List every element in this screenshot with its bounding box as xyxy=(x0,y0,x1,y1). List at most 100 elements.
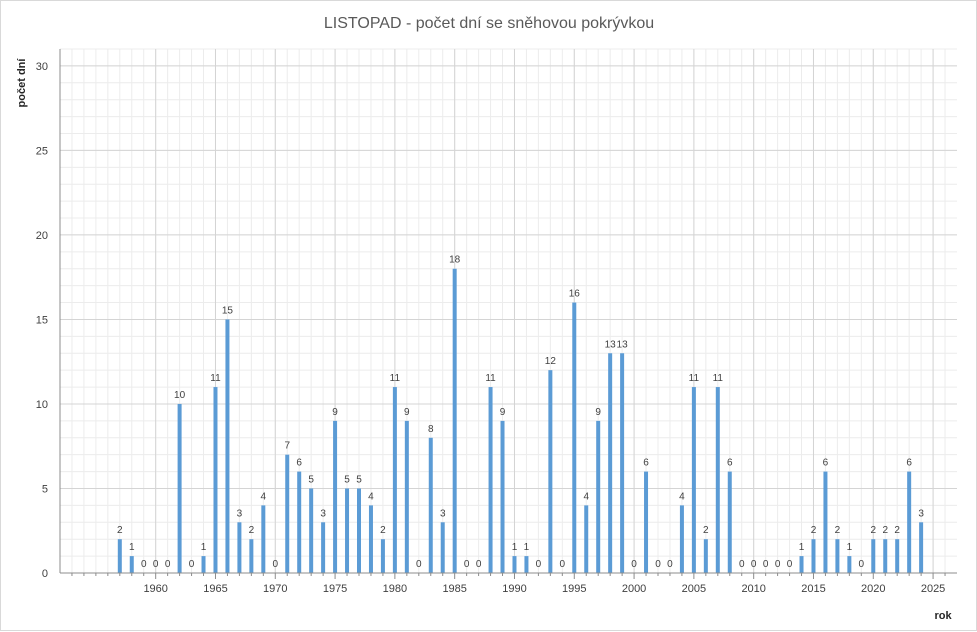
bar-1979 xyxy=(380,539,385,573)
x-tick-label-1985: 1985 xyxy=(442,583,466,595)
chart-title: LISTOPAD - počet dní se sněhovou pokrývk… xyxy=(324,15,654,32)
data-label-1970: 0 xyxy=(272,559,278,570)
data-label-1981: 9 xyxy=(404,407,410,418)
bar-1983 xyxy=(428,437,433,573)
data-label-2014: 1 xyxy=(799,542,805,553)
data-label-1958: 1 xyxy=(129,542,135,553)
data-label-1992: 0 xyxy=(536,559,542,570)
major-gridlines xyxy=(60,49,957,573)
bar-2021 xyxy=(883,539,888,573)
bar-1993 xyxy=(548,370,553,573)
bar-2018 xyxy=(847,556,852,573)
bar-2001 xyxy=(644,471,649,573)
y-tick-label-5: 5 xyxy=(42,483,48,495)
y-axis-title: počet dní xyxy=(16,58,28,108)
data-label-1983: 8 xyxy=(428,424,434,435)
data-label-2002: 0 xyxy=(655,559,661,570)
x-tick-label-1970: 1970 xyxy=(263,583,287,595)
data-label-1996: 4 xyxy=(583,491,589,502)
data-label-1985: 18 xyxy=(449,255,461,266)
bar-2017 xyxy=(835,539,840,573)
x-tick-label-1995: 1995 xyxy=(562,583,586,595)
x-tick-label-1990: 1990 xyxy=(502,583,526,595)
data-label-1960: 0 xyxy=(153,559,159,570)
x-tick-label-1975: 1975 xyxy=(323,583,347,595)
data-label-1972: 6 xyxy=(296,458,302,469)
data-label-1990: 1 xyxy=(512,542,518,553)
data-label-2005: 11 xyxy=(689,373,700,384)
bar-1999 xyxy=(620,353,625,573)
data-label-1979: 2 xyxy=(380,525,386,536)
data-label-1966: 15 xyxy=(222,305,234,316)
data-label-1976: 5 xyxy=(344,474,350,485)
data-label-1962: 10 xyxy=(174,390,186,401)
bar-1985 xyxy=(452,268,457,573)
data-label-2017: 2 xyxy=(835,525,841,536)
bar-1971 xyxy=(285,454,290,573)
data-label-1986: 0 xyxy=(464,559,470,570)
data-label-2008: 6 xyxy=(727,458,733,469)
data-label-2019: 0 xyxy=(859,559,865,570)
bar-2014 xyxy=(799,556,804,573)
bar-1968 xyxy=(249,539,254,573)
bar-1980 xyxy=(392,387,397,573)
data-label-2015: 2 xyxy=(811,525,817,536)
x-tick-label-1960: 1960 xyxy=(143,583,167,595)
bar-2008 xyxy=(727,471,732,573)
data-label-1997: 9 xyxy=(595,407,601,418)
bar-1958 xyxy=(129,556,134,573)
bar-1988 xyxy=(488,387,493,573)
data-label-1984: 3 xyxy=(440,508,446,519)
data-label-1998: 13 xyxy=(605,339,617,350)
data-label-2006: 2 xyxy=(703,525,709,536)
data-label-2004: 4 xyxy=(679,491,685,502)
data-label-2001: 6 xyxy=(643,458,649,469)
bar-1998 xyxy=(608,353,613,573)
y-tick-label-0: 0 xyxy=(42,568,48,580)
x-tick-label-2020: 2020 xyxy=(861,583,885,595)
data-label-2018: 1 xyxy=(847,542,853,553)
bar-2022 xyxy=(895,539,900,573)
bar-1991 xyxy=(524,556,529,573)
bar-1957 xyxy=(117,539,122,573)
data-label-1980: 11 xyxy=(390,373,401,384)
x-axis-title: rok xyxy=(934,610,952,622)
bar-2020 xyxy=(871,539,876,573)
bar-1964 xyxy=(201,556,206,573)
bar-1965 xyxy=(213,387,218,573)
y-tick-labels: 0 5 10 15 20 25 30 xyxy=(36,61,48,580)
bar-1976 xyxy=(345,488,350,573)
bar-2007 xyxy=(715,387,720,573)
data-label-1977: 5 xyxy=(356,474,362,485)
data-label-1995: 16 xyxy=(569,289,581,300)
data-label-2009: 0 xyxy=(739,559,745,570)
bar-1973 xyxy=(309,488,314,573)
x-tick-label-2025: 2025 xyxy=(921,583,945,595)
bar-1990 xyxy=(512,556,517,573)
minor-gridlines xyxy=(60,48,957,573)
data-label-2000: 0 xyxy=(631,559,637,570)
bar-1974 xyxy=(321,522,326,573)
y-tick-label-10: 10 xyxy=(36,399,48,411)
bar-1978 xyxy=(368,505,373,573)
bar-1972 xyxy=(297,471,302,573)
axes xyxy=(59,49,957,579)
data-label-1988: 11 xyxy=(485,373,496,384)
data-label-1965: 11 xyxy=(210,373,221,384)
x-tick-label-1965: 1965 xyxy=(203,583,227,595)
x-tick-label-2015: 2015 xyxy=(801,583,825,595)
bar-1966 xyxy=(225,319,230,573)
data-label-2022: 2 xyxy=(894,525,900,536)
data-label-2007: 11 xyxy=(713,373,724,384)
bar-1981 xyxy=(404,420,409,573)
y-tick-label-15: 15 xyxy=(36,314,48,326)
bar-1975 xyxy=(333,420,338,573)
data-label-2013: 0 xyxy=(787,559,793,570)
data-label-2023: 6 xyxy=(906,458,912,469)
bar-1989 xyxy=(500,420,505,573)
data-label-2024: 3 xyxy=(918,508,924,519)
data-label-2020: 2 xyxy=(870,525,876,536)
